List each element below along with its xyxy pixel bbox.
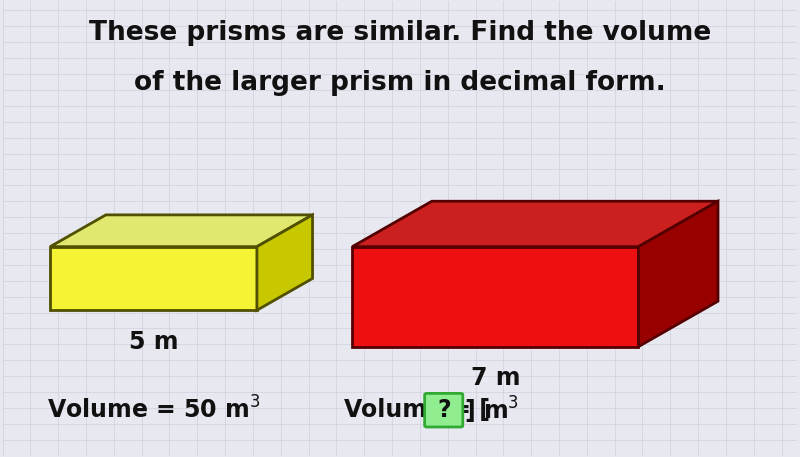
Text: These prisms are similar. Find the volume: These prisms are similar. Find the volum…	[89, 20, 711, 46]
Polygon shape	[638, 201, 718, 346]
Text: of the larger prism in decimal form.: of the larger prism in decimal form.	[134, 70, 666, 96]
Polygon shape	[50, 215, 313, 247]
Polygon shape	[257, 215, 313, 310]
FancyBboxPatch shape	[425, 393, 463, 427]
Polygon shape	[352, 201, 718, 247]
Text: 7 m: 7 m	[470, 367, 520, 390]
Text: Volume = 50 m$^3$: Volume = 50 m$^3$	[47, 397, 260, 424]
Polygon shape	[352, 247, 638, 346]
Text: Volume = [: Volume = [	[344, 398, 490, 422]
Polygon shape	[50, 247, 257, 310]
Text: ?: ?	[437, 398, 450, 422]
Text: ] m$^3$: ] m$^3$	[464, 394, 519, 426]
Text: 5 m: 5 m	[129, 330, 178, 354]
